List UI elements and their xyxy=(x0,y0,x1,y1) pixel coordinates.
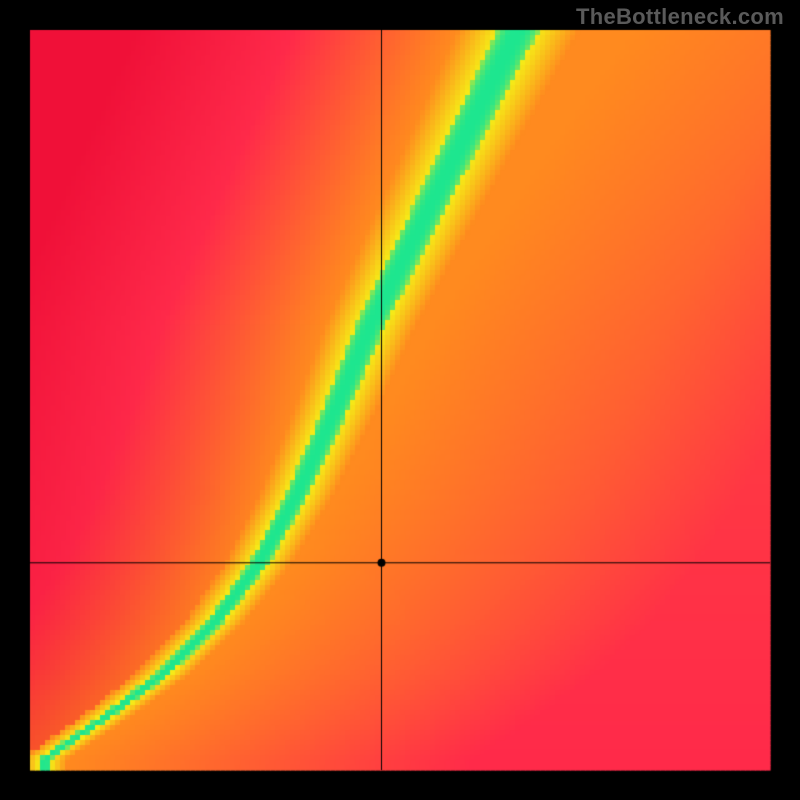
watermark-text: TheBottleneck.com xyxy=(576,4,784,30)
chart-container: TheBottleneck.com xyxy=(0,0,800,800)
heatmap-canvas xyxy=(0,0,800,800)
